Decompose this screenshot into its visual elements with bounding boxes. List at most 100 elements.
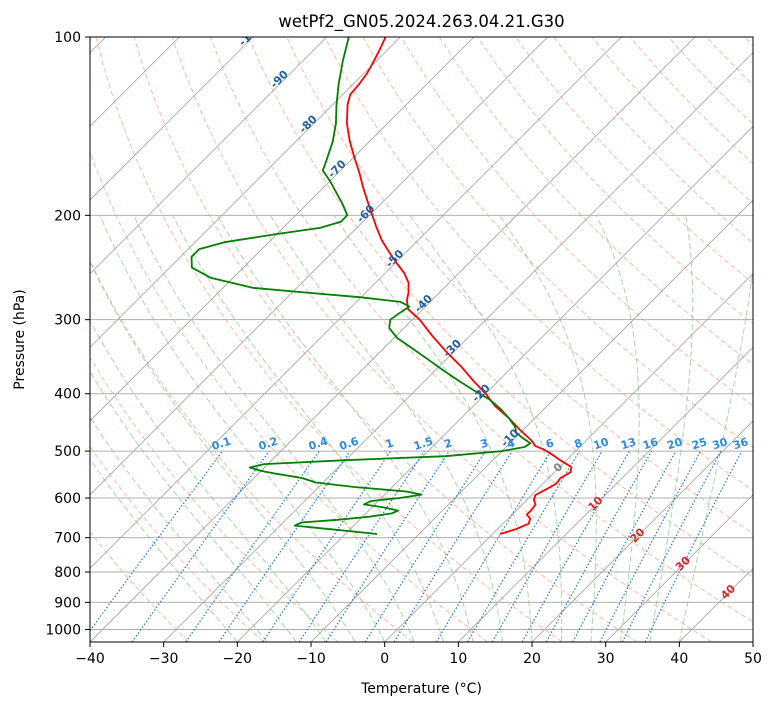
y-tick-label: 800: [54, 565, 81, 581]
moist-adiabat-line: [133, 215, 415, 642]
plot-frame: [89, 36, 754, 643]
dry-adiabats: [90, 37, 753, 642]
y-tick-label: 300: [54, 313, 81, 329]
dry-adiabat-line: [90, 531, 190, 642]
dry-adiabat-line: [515, 37, 753, 284]
mixing-ratio-label: 0.4: [307, 434, 330, 452]
mixing-ratio-label: 2: [443, 436, 454, 451]
moist-adiabat-line: [90, 260, 356, 642]
mixing-ratio-line: [644, 450, 743, 642]
y-tick-label: 700: [54, 531, 81, 547]
moist-adiabat-line: [678, 265, 753, 642]
mixing-ratio-label: 36: [731, 435, 750, 452]
mixing-ratio-label: 0.6: [338, 434, 361, 452]
y-tick-label: 600: [54, 491, 81, 507]
moist-adiabat-line: [172, 215, 445, 642]
x-tick-label: 0: [380, 651, 389, 667]
mixing-ratio-line: [364, 450, 486, 642]
isotherm-label: -100: [236, 20, 265, 49]
mixing-ratio-line: [599, 450, 702, 642]
dry-adiabat-line: [248, 37, 753, 578]
moist-adiabat-line: [217, 215, 474, 642]
isotherm-line: [90, 37, 622, 569]
dry-adiabat-line: [90, 150, 488, 642]
temperature-profile-line: [345, 37, 573, 535]
moist-adiabat-line: [596, 215, 640, 642]
chart-title: wetPf2_GN05.2024.263.04.21.G30: [278, 12, 564, 32]
x-tick-label: 10: [449, 651, 467, 667]
dewpoint-profile-line: [190, 37, 532, 535]
x-axis-label: Temperature (°C): [360, 681, 482, 697]
y-tick-label: 1000: [45, 622, 81, 638]
isotherms: [90, 37, 753, 642]
mixing-ratio-line: [545, 450, 653, 642]
mixing-ratio-line: [218, 450, 351, 642]
profile-series: [190, 37, 573, 535]
x-tick-label: −30: [149, 651, 179, 667]
axes: −40 −30 −20 −10 0 10 20 30 40 5010020030040050060…: [45, 30, 762, 667]
mixing-ratio-label: 0.2: [257, 435, 280, 453]
dry-adiabat-line: [438, 37, 753, 366]
x-tick-label: −10: [296, 651, 326, 667]
mixing-ratio-label: 1.5: [412, 435, 435, 453]
mixing-ratio-line: [131, 450, 270, 642]
mixing-ratio-label: 3: [479, 436, 490, 451]
moist-adiabat-line: [90, 370, 297, 642]
mixing-ratio-label: 25: [690, 435, 709, 452]
isotherm-line: [90, 37, 254, 201]
mixing-ratio-line: [393, 450, 513, 642]
x-tick-label: 20: [523, 651, 541, 667]
moist-adiabat-line: [333, 215, 533, 642]
moist-adiabat-line: [90, 458, 238, 642]
moist-adiabat-line: [649, 215, 694, 642]
mixing-ratio-label: 13: [619, 435, 638, 452]
y-axis-label: Pressure (hPa): [12, 289, 28, 389]
mixing-ratio-label: 1: [384, 436, 395, 451]
isotherm-line: [605, 494, 753, 642]
mixing-ratio-label: 16: [641, 435, 660, 452]
dry-adiabat-line: [90, 356, 339, 642]
isotherm-line: [531, 420, 753, 642]
dry-adiabat-line: [90, 445, 264, 642]
mixing-ratio-label: 6: [544, 436, 556, 451]
isotherm-line: [90, 37, 696, 642]
moist-adiabat-line: [270, 215, 503, 642]
moist-adiabats: [90, 215, 753, 642]
mixing-ratio-line: [262, 450, 392, 642]
isotherm-line: [310, 199, 753, 642]
isotherm-line: [90, 37, 401, 348]
mixing-ratio-label: 30: [711, 435, 730, 452]
dry-adiabat-line: [133, 37, 638, 642]
x-tick-label: −40: [75, 651, 105, 667]
isotherm-line: [163, 52, 753, 642]
mixing-ratio-label: 10: [592, 435, 611, 452]
dry-adiabat-line: [400, 37, 753, 407]
y-tick-label: 200: [54, 208, 81, 224]
isotherm-line: [237, 125, 753, 642]
mixing-ratio-line: [621, 450, 722, 642]
mixing-ratio-label: 8: [573, 436, 584, 451]
mixing-ratio-line: [185, 450, 320, 642]
moist-adiabat-line: [499, 215, 597, 642]
dry-adiabat-line: [171, 37, 712, 642]
mixing-ratio-lines: [90, 450, 743, 642]
y-tick-label: 400: [54, 387, 81, 403]
pressure-gridlines: [90, 37, 753, 630]
dry-adiabat-line: [95, 37, 563, 642]
dry-adiabat-line: [324, 37, 753, 491]
isotherm-line: [90, 37, 475, 422]
isotherm-line: [90, 37, 327, 275]
mixing-ratio-line: [521, 450, 631, 642]
mixing-ratio-line: [90, 450, 223, 632]
mixing-ratio-label: 0.1: [210, 435, 233, 453]
mixing-ratio-label: 20: [665, 435, 684, 452]
x-tick-label: 40: [670, 651, 688, 667]
mixing-ratio-line: [298, 450, 425, 642]
x-tick-label: 30: [597, 651, 615, 667]
isotherm-line: [384, 273, 753, 642]
moist-adiabat-line: [90, 416, 268, 642]
y-tick-label: 500: [54, 444, 81, 460]
moist-adiabat-line: [90, 319, 327, 642]
